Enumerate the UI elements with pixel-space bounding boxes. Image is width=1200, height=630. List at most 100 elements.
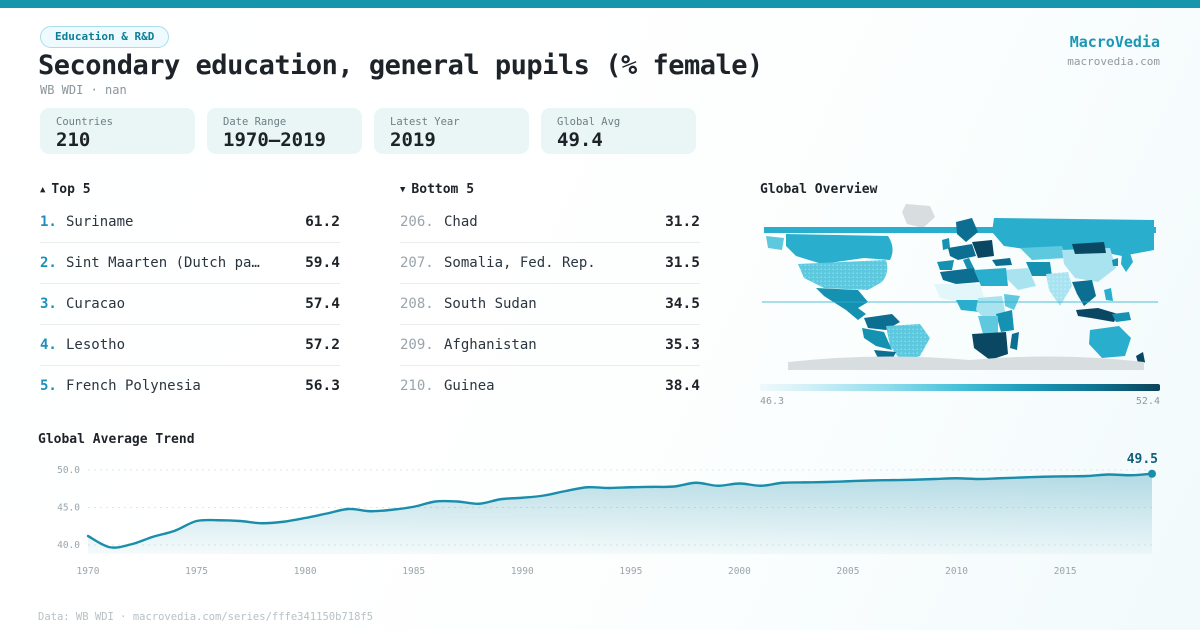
svg-text:40.0: 40.0 (57, 540, 80, 551)
rank: 208. (400, 296, 434, 312)
congo (978, 316, 998, 336)
maghreb (940, 268, 980, 284)
list-item: 2. Sint Maarten (Dutch pa… 59.4 (40, 243, 340, 284)
stat-value: 49.4 (557, 129, 603, 151)
italy (963, 258, 974, 269)
sahara-west-africa (934, 284, 984, 302)
brazil (886, 324, 930, 362)
up-triangle-icon: ▲ (40, 185, 46, 195)
top5-header: ▲ Top 5 (40, 182, 91, 197)
country-name: Afghanistan (444, 337, 537, 353)
alaska (766, 236, 784, 250)
trend-chart: 40.0 45.0 50.0 1970 1975 1980 1985 1990 1995 2000… (57, 452, 1158, 577)
global-overview-map: 46.3 52.4 (760, 200, 1160, 407)
country-name: Somalia, Fed. Rep. (444, 255, 596, 271)
stat-value: 1970—2019 (223, 129, 326, 151)
country-name: Suriname (66, 214, 134, 230)
country-name: Curacao (66, 296, 126, 312)
rank: 209. (400, 337, 434, 353)
mexico-central-america (816, 288, 868, 320)
stat-label: Date Range (223, 116, 287, 128)
rank: 2. (40, 255, 57, 271)
antarctica (788, 356, 1144, 370)
svg-text:1975: 1975 (185, 566, 208, 577)
page-subtitle: WB WDI · nan (40, 83, 127, 97)
stat-label: Countries (56, 116, 113, 128)
iran (1026, 262, 1052, 276)
list-item: 3. Curacao 57.4 (40, 284, 340, 325)
bottom5-header: ▼ Bottom 5 (400, 182, 474, 197)
india (1046, 272, 1072, 306)
svg-text:1980: 1980 (294, 566, 317, 577)
peru-bolivia (862, 328, 892, 350)
svg-text:1970: 1970 (77, 566, 100, 577)
australia (1089, 326, 1131, 358)
svg-text:45.0: 45.0 (57, 503, 80, 514)
footer-note: Data: WB WDI · macrovedia.com/series/fff… (38, 611, 374, 623)
svg-text:1995: 1995 (619, 566, 642, 577)
value: 35.3 (665, 337, 700, 353)
country-name: Guinea (444, 378, 495, 394)
list-item: 5. French Polynesia 56.3 (40, 366, 340, 406)
greenland (902, 204, 935, 228)
value: 31.2 (665, 214, 700, 230)
stat-value: 2019 (390, 129, 436, 151)
indonesia (1076, 308, 1118, 322)
scandinavia (956, 218, 978, 242)
svg-text:2015: 2015 (1054, 566, 1077, 577)
new-guinea (1112, 312, 1131, 322)
value: 34.5 (665, 296, 700, 312)
list-item: 4. Lesotho 57.2 (40, 325, 340, 366)
southern-africa (972, 332, 1008, 360)
svg-text:49.5: 49.5 (1127, 452, 1158, 467)
top5-title: Top 5 (51, 182, 91, 197)
central-asia (1020, 246, 1066, 260)
russia (992, 218, 1154, 256)
rank: 5. (40, 378, 57, 394)
indochina (1072, 280, 1096, 306)
country-name: French Polynesia (66, 378, 201, 394)
value: 59.4 (305, 255, 340, 271)
list-item: 210. Guinea 38.4 (400, 366, 700, 406)
japan (1121, 250, 1133, 272)
list-item: 208. South Sudan 34.5 (400, 284, 700, 325)
top-accent-bar (0, 0, 1200, 8)
bottom5-title: Bottom 5 (411, 182, 475, 197)
svg-text:2000: 2000 (728, 566, 751, 577)
country-name: Lesotho (66, 337, 126, 353)
east-africa (996, 310, 1014, 332)
libya-egypt (974, 268, 1008, 286)
rank: 207. (400, 255, 434, 271)
stat-card-countries: Countries 210 (40, 108, 195, 154)
canada (786, 234, 893, 264)
usa (798, 260, 888, 290)
value: 31.5 (665, 255, 700, 271)
map-title: Global Overview (760, 182, 878, 197)
philippines (1104, 288, 1113, 301)
value: 61.2 (305, 214, 340, 230)
eastern-europe (972, 240, 994, 258)
mongolia (1072, 242, 1106, 254)
united-kingdom (942, 238, 950, 250)
china (1062, 248, 1116, 282)
svg-text:50.0: 50.0 (57, 465, 80, 476)
svg-text:1990: 1990 (511, 566, 534, 577)
country-name: South Sudan (444, 296, 537, 312)
bottom5-list: 206. Chad 31.2 207. Somalia, Fed. Rep. 3… (400, 202, 700, 406)
scale-max-label: 52.4 (1135, 396, 1160, 407)
rank: 3. (40, 296, 57, 312)
stats-row: Countries 210 Date Range 1970—2019 Lates… (40, 108, 696, 154)
saudi-arabia (1004, 268, 1036, 290)
nigeria (956, 300, 980, 312)
list-item: 1. Suriname 61.2 (40, 202, 340, 243)
scale-min-label: 46.3 (760, 396, 785, 407)
list-item: 207. Somalia, Fed. Rep. 31.5 (400, 243, 700, 284)
value: 38.4 (665, 378, 700, 394)
korea (1112, 258, 1118, 266)
down-triangle-icon: ▼ (400, 185, 406, 195)
svg-text:2010: 2010 (945, 566, 968, 577)
value: 57.4 (305, 296, 340, 312)
brand-name: MacroVedia (1069, 33, 1160, 51)
svg-text:2005: 2005 (837, 566, 860, 577)
rank: 210. (400, 378, 434, 394)
